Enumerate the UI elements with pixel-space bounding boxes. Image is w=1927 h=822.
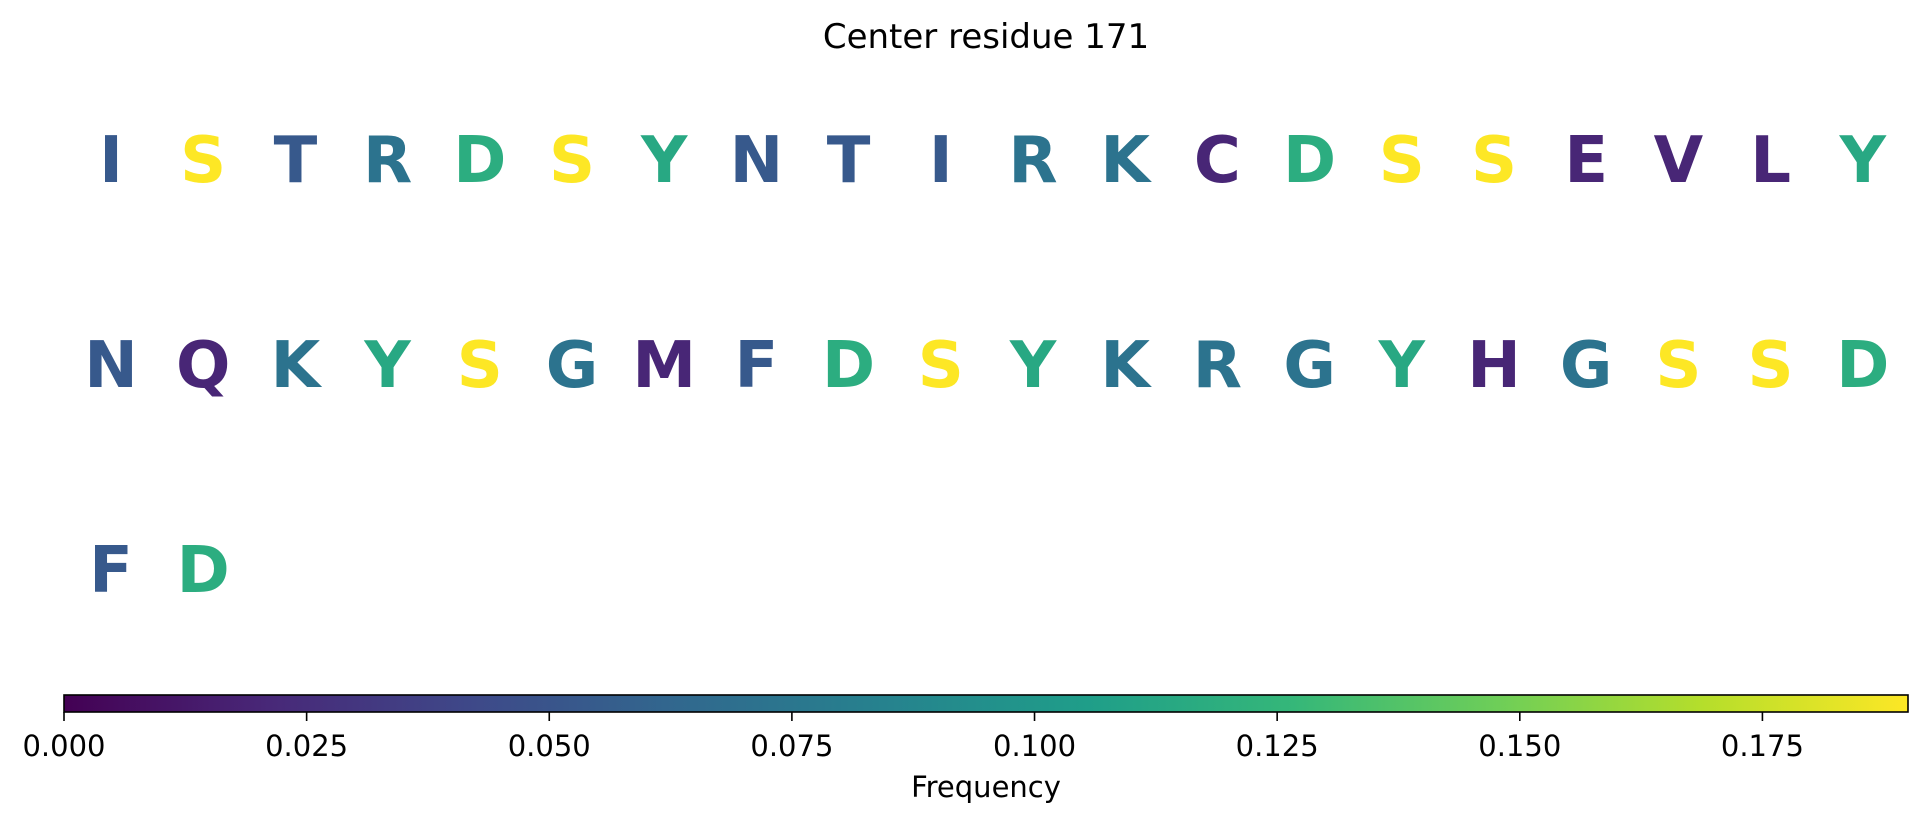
residue-letter: L [1750, 124, 1791, 198]
residue-letter: S [1379, 124, 1425, 198]
colorbar-tick-label: 0.000 [22, 729, 105, 763]
residue-letter: S [1471, 124, 1517, 198]
residue-letter: K [1100, 329, 1152, 403]
residue-letter: N [730, 124, 784, 198]
residue-letter: Y [1009, 329, 1057, 403]
residue-letter: V [1654, 124, 1704, 198]
residue-letter: F [89, 534, 133, 608]
residue-letter: S [457, 329, 503, 403]
residue-letter: Y [1378, 329, 1426, 403]
residue-letter: T [274, 124, 318, 198]
residue-letter: F [735, 329, 779, 403]
residue-letter: G [546, 329, 599, 403]
residue-letter: D [822, 329, 875, 403]
residue-letter: R [363, 124, 412, 198]
colorbar-tick-label: 0.125 [1236, 729, 1319, 763]
colorbar-label: Frequency [911, 770, 1061, 804]
residue-letter: I [929, 124, 953, 198]
colorbar-gradient [63, 694, 1909, 713]
residue-letter: D [1836, 329, 1889, 403]
residue-letter: K [1100, 124, 1152, 198]
colorbar-tick-label: 0.100 [993, 729, 1076, 763]
residue-letter: R [1008, 124, 1057, 198]
residue-letter: K [271, 329, 323, 403]
residue-letter: H [1467, 329, 1521, 403]
colorbar-tick-label: 0.050 [508, 729, 591, 763]
residue-letter: Q [176, 329, 230, 403]
residue-letter: S [180, 124, 226, 198]
colorbar-tick-label: 0.150 [1478, 729, 1561, 763]
colorbar: 0.000 0.025 0.050 0.075 0.100 0.125 0.150 0.175… [22, 694, 1909, 804]
residue-letter: S [918, 329, 964, 403]
residue-letter: S [1655, 329, 1701, 403]
residue-letter: G [1560, 329, 1613, 403]
residue-letter: G [1283, 329, 1336, 403]
residue-letter: D [1283, 124, 1336, 198]
residue-letter: D [453, 124, 506, 198]
residue-letter: M [632, 329, 696, 403]
residue-letter: T [827, 124, 871, 198]
residue-letter: E [1564, 124, 1608, 198]
residue-letter: R [1193, 329, 1242, 403]
colorbar-tick-label: 0.025 [265, 729, 348, 763]
residue-letter: Y [640, 124, 688, 198]
residue-letter: S [549, 124, 595, 198]
colorbar-ticks: 0.000 0.025 0.050 0.075 0.100 0.125 0.150 0.175 [22, 712, 1804, 763]
residue-letter: D [177, 534, 230, 608]
residue-grid: I S T R D S Y N T I R K C D S S E V L YN Q K Y S G M F D S Y K R G Y H G S S D… [84, 124, 1889, 608]
chart-title: Center residue 171 [823, 17, 1149, 57]
residue-letter: C [1194, 124, 1241, 198]
residue-letter: S [1748, 329, 1794, 403]
residue-letter: Y [1839, 124, 1887, 198]
residue-letter: Y [363, 329, 411, 403]
colorbar-tick-label: 0.075 [750, 729, 833, 763]
residue-letter: N [84, 329, 138, 403]
residue-letter: I [99, 124, 123, 198]
colorbar-tick-label: 0.175 [1721, 729, 1804, 763]
